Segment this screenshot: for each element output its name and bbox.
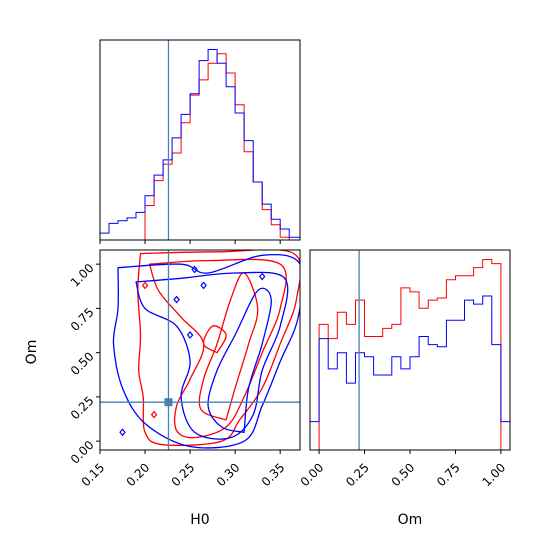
om-hist-x-tick-label: 1.00 [479,460,508,489]
om-hist-plot-area [310,250,510,450]
joint-blue-contour-2 [135,271,289,440]
joint-blue-marker-3 [119,428,126,437]
joint-x-tick-label: 0.15 [79,460,108,489]
om-hist-x-tick-label: 0.25 [343,460,372,489]
joint-blue-marker-4 [258,272,266,281]
h0-hist-red-histogram [100,53,300,240]
joint-red-marker-1 [141,281,149,290]
joint-series-group [100,250,300,450]
joint-plot-area [100,250,300,450]
x-axis-label-om: Om [398,512,423,528]
joint-truth-marker [164,398,173,407]
joint-blue-contour-3 [207,287,272,433]
joint-red-contour-1 [137,250,300,447]
joint-y-tick-label: 0.25 [68,394,97,423]
om-hist-series-group [310,250,510,450]
joint-blue-contour-1 [112,253,300,449]
joint-axes-frame [99,249,301,451]
om-hist-x-tick-label: 0.00 [298,460,327,489]
joint-red-contour-2 [148,258,287,439]
joint-x-tick-label: 0.35 [259,460,288,489]
om-histogram-panel: 0.00 0.25 0.50 0.75 1.00 [298,249,511,489]
om-hist-red-histogram [310,259,510,450]
joint-red-contour-3 [198,272,259,421]
joint-blue-marker-8 [200,281,207,290]
joint-red-contour-4 [202,325,227,354]
om-hist-x-tick-label: 0.75 [434,460,463,489]
joint-blue-marker-5 [191,265,198,274]
y-axis-label-om: Om [24,340,40,365]
om-hist-blue-histogram [310,295,510,450]
joint-blue-marker-7 [173,295,180,304]
h0-om-contour-panel: 0.15 0.20 0.25 0.30 0.35 0.00 0.25 0.50 0.75 1.00 [68,249,301,489]
joint-y-tick-label: 0.75 [68,305,97,334]
h0-histogram-panel [99,39,301,244]
h0-hist-series-group [100,40,300,240]
joint-x-tick-label: 0.25 [169,460,198,489]
h0-hist-blue-histogram [100,49,300,240]
x-axis-label-h0: H0 [190,512,209,528]
joint-y-tick-label: 0.50 [68,349,97,378]
joint-y-tick-label: 0.00 [68,438,97,467]
joint-y-tick-label: 1.00 [68,261,97,290]
joint-x-tick-label: 0.30 [214,460,243,489]
h0-hist-plot-area [100,40,300,240]
joint-blue-marker-6 [186,331,194,339]
joint-red-marker-2 [150,410,158,419]
joint-x-tick-label: 0.20 [124,460,153,489]
om-hist-x-tick-label: 0.50 [389,460,418,489]
h0-hist-axes-frame [99,39,301,241]
